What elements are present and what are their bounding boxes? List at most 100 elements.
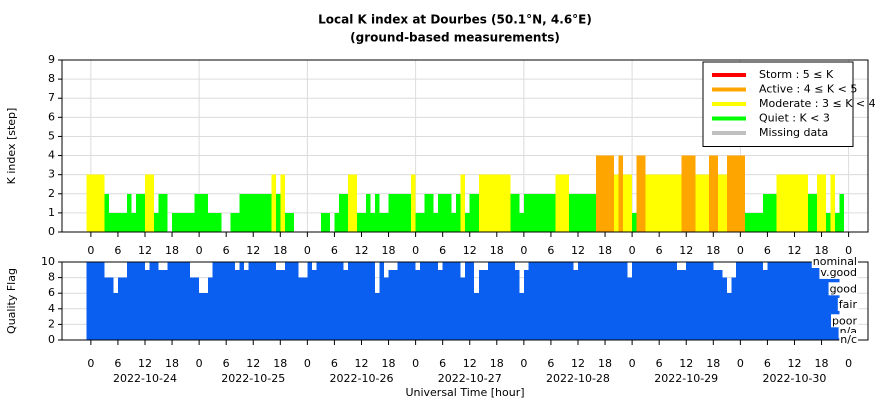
x-tick-label: 6: [656, 244, 663, 257]
bar: [433, 212, 439, 232]
quality-step: [275, 269, 285, 340]
bar: [131, 212, 136, 232]
bar: [465, 212, 470, 232]
x-tick-label: 0: [520, 357, 527, 370]
x-tick-label: 0: [196, 244, 203, 257]
x-tick-label: 12: [354, 244, 368, 257]
quality-level-bg: [811, 255, 858, 268]
x-tick-label: 12: [787, 244, 801, 257]
y-tick-label: 6: [48, 110, 55, 123]
quality-level-label: n/c: [840, 333, 857, 346]
x-tick-label: 12: [571, 244, 585, 257]
x-tick-label: 6: [331, 357, 338, 370]
quality-step: [248, 262, 276, 340]
bar: [469, 193, 479, 232]
x-tick-label: 0: [304, 357, 311, 370]
x-tick-label: 6: [439, 244, 446, 257]
bar: [460, 174, 466, 232]
bar: [338, 193, 348, 232]
x-tick-label: 18: [706, 357, 720, 370]
x-tick-label: 18: [165, 357, 179, 370]
quality-level-bg: [828, 282, 858, 296]
x-tick-label: 0: [845, 357, 852, 370]
quality-step: [298, 277, 308, 340]
bar: [623, 174, 633, 232]
bar: [108, 212, 127, 232]
x-tick-label: 0: [629, 357, 636, 370]
x-tick-label: 18: [815, 357, 829, 370]
x-tick-label: 6: [547, 244, 554, 257]
quality-step: [190, 277, 200, 340]
y-tick-label: 10: [41, 255, 55, 268]
quality-step: [126, 262, 145, 340]
date-label: 2022-10-24: [113, 372, 177, 385]
bar: [154, 212, 159, 232]
x-tick-label: 6: [656, 357, 663, 370]
quality-step: [384, 277, 389, 340]
y-tick-label: 5: [48, 129, 55, 142]
bar: [817, 174, 827, 232]
x-tick-label: 12: [354, 357, 368, 370]
x-tick-label: 12: [463, 244, 477, 257]
quality-step: [420, 262, 439, 340]
quality-step: [731, 277, 736, 340]
bar: [370, 212, 376, 232]
bar: [104, 193, 109, 232]
plot-frame: [61, 261, 869, 341]
bar: [717, 174, 727, 232]
quality-step: [117, 277, 127, 340]
x-tick-label: 6: [764, 244, 771, 257]
bar: [568, 193, 597, 232]
x-tick-label: 6: [547, 357, 554, 370]
x-tick-label: 6: [331, 244, 338, 257]
y-tick-label: 7: [48, 91, 55, 104]
quality-step: [686, 262, 714, 340]
quality-step: [158, 269, 168, 340]
quality-step: [86, 262, 105, 340]
x-tick-label: 0: [737, 357, 744, 370]
bar: [172, 212, 195, 232]
quality-step: [478, 269, 488, 340]
bar: [830, 174, 836, 232]
x-tick-label: 18: [598, 357, 612, 370]
y-tick-label: 9: [48, 53, 55, 66]
y-tick-label: 0: [48, 225, 55, 238]
quality-level-label: good: [830, 282, 857, 295]
bar: [618, 155, 624, 232]
x-tick-label: 6: [114, 244, 121, 257]
y-axis-title: Quality Flag: [5, 268, 18, 334]
bar: [239, 193, 272, 232]
quality-level-label: fair: [839, 298, 858, 311]
quality-step: [375, 293, 380, 340]
quality-level-bg: [831, 314, 859, 328]
quality-level-bg: [837, 297, 859, 311]
quality-step: [343, 269, 348, 340]
bar: [144, 174, 155, 232]
bar: [478, 174, 511, 232]
quality-level-label: v.good: [820, 266, 857, 279]
quality-step: [144, 269, 150, 340]
bar: [347, 174, 357, 232]
x-tick-label: 6: [223, 357, 230, 370]
quality-step: [523, 269, 529, 340]
date-label: 2022-10-26: [330, 372, 394, 385]
quality-step: [519, 293, 524, 340]
quality-step: [311, 269, 317, 340]
x-axis-title: Universal Time [hour]: [405, 386, 524, 399]
x-tick-label: 18: [273, 244, 287, 257]
chart-subtitle: (ground-based measurements): [350, 31, 560, 45]
y-tick-label: 8: [48, 72, 55, 85]
date-label: 2022-10-27: [438, 372, 502, 385]
x-tick-label: 12: [246, 244, 260, 257]
x-tick-label: 18: [490, 244, 504, 257]
legend: Storm : 5 ≤ K Active : 4 ≤ K < 5Moderate …: [702, 61, 876, 147]
quality-step: [316, 262, 344, 340]
quality-step: [528, 262, 574, 340]
y-tick-label: 4: [48, 149, 55, 162]
date-label: 2022-10-30: [763, 372, 827, 385]
bar: [388, 193, 412, 232]
x-tick-label: 0: [196, 357, 203, 370]
bar: [451, 212, 457, 232]
quality-step: [573, 269, 578, 340]
